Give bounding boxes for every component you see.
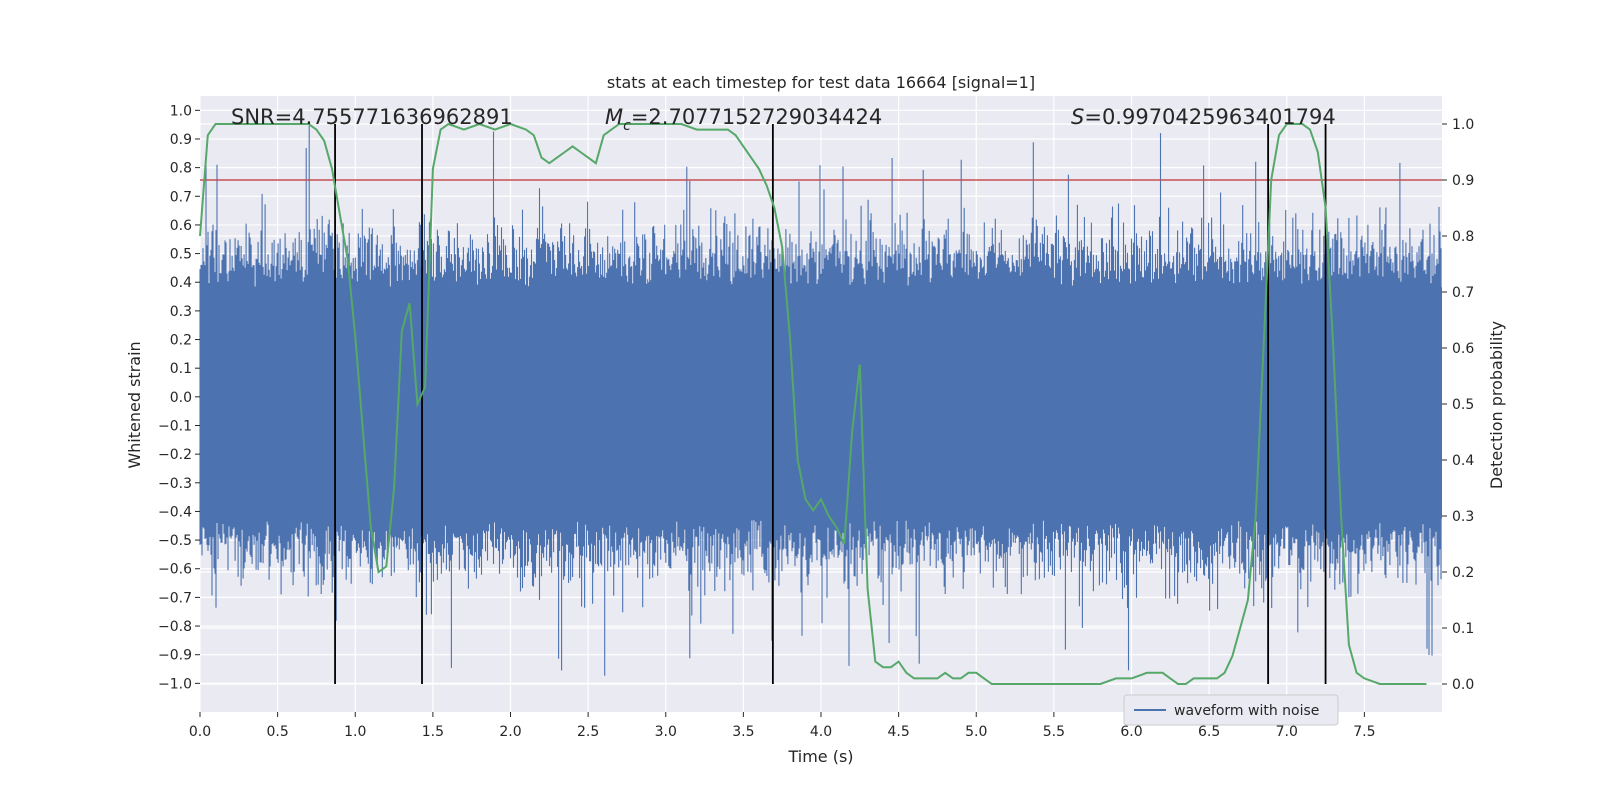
x-tick-label-6: 3.0: [655, 724, 677, 740]
right-tick-label-5: 0.5: [1452, 397, 1474, 413]
annotation-s: S=0.9970425963401794: [1071, 105, 1336, 129]
waveform-series: [199, 125, 1442, 676]
x-tick-label-15: 7.5: [1353, 724, 1375, 740]
right-tick-label-6: 0.4: [1452, 453, 1474, 469]
right-tick-label-1: 0.9: [1452, 173, 1474, 189]
left-tick-label-8: 0.2: [170, 333, 192, 349]
left-tick-label-13: −0.3: [158, 476, 192, 492]
left-tick-label-10: 0.0: [170, 390, 192, 406]
right-tick-label-4: 0.6: [1452, 341, 1474, 357]
right-axis-ticks: 1.0 0.9 0.8 0.7 0.6 0.5 0.4 0.3 0.2 0.1 0.0: [1442, 117, 1474, 693]
annotation-snr: SNR=4.755771636962891: [231, 105, 513, 129]
left-tick-label-3: 0.7: [170, 189, 192, 205]
left-tick-label-1: 0.9: [170, 132, 192, 148]
left-tick-label-17: −0.7: [158, 590, 192, 606]
left-tick-label-14: −0.4: [158, 504, 192, 520]
chart-title: stats at each timestep for test data 166…: [607, 73, 1035, 92]
right-tick-label-3: 0.7: [1452, 285, 1474, 301]
right-tick-label-7: 0.3: [1452, 509, 1474, 525]
x-axis-ticks: 0.0 0.5 1.0 1.5 2.0 2.5 3.0 3.5 4.0 4.5 5.0 5.5 6.0 6…: [189, 712, 1376, 740]
left-tick-label-15: −0.5: [158, 533, 192, 549]
x-tick-label-7: 3.5: [732, 724, 754, 740]
left-axis-ticks: 1.0 0.9 0.8 0.7 0.6 0.5 0.4 0.3 0.2 0.1 0.0 −0.1 −0.…: [158, 103, 200, 692]
legend: waveform with noise: [1123, 694, 1339, 726]
right-tick-label-0: 1.0: [1452, 117, 1474, 133]
left-tick-label-7: 0.3: [170, 304, 192, 320]
left-tick-label-12: −0.2: [158, 447, 192, 463]
x-tick-label-2: 1.0: [344, 724, 366, 740]
left-tick-label-9: 0.1: [170, 361, 192, 377]
left-tick-label-5: 0.5: [170, 247, 192, 263]
right-y-axis-label: Detection probability: [1487, 321, 1506, 489]
left-tick-label-0: 1.0: [170, 103, 192, 119]
x-tick-label-12: 6.0: [1120, 724, 1142, 740]
left-tick-label-11: −0.1: [158, 418, 192, 434]
x-tick-label-13: 6.5: [1198, 724, 1220, 740]
left-tick-label-18: −0.8: [158, 619, 192, 635]
x-axis-label: Time (s): [787, 747, 853, 766]
x-tick-label-5: 2.5: [577, 724, 599, 740]
waveform-trace: [199, 125, 1442, 676]
right-tick-label-2: 0.8: [1452, 229, 1474, 245]
x-tick-label-14: 7.0: [1276, 724, 1298, 740]
right-tick-label-10: 0.0: [1452, 677, 1474, 693]
x-tick-label-0: 0.0: [189, 724, 211, 740]
legend-box: [1123, 694, 1339, 726]
left-tick-label-6: 0.4: [170, 275, 192, 291]
left-tick-label-20: −1.0: [158, 676, 192, 692]
legend-label: waveform with noise: [1174, 703, 1319, 719]
left-tick-label-4: 0.6: [170, 218, 192, 234]
left-tick-label-2: 0.8: [170, 161, 192, 177]
x-tick-label-9: 4.5: [887, 724, 909, 740]
x-tick-label-3: 1.5: [422, 724, 444, 740]
probability-line: [199, 122, 1427, 685]
x-tick-label-1: 0.5: [266, 724, 288, 740]
x-tick-label-8: 4.0: [810, 724, 832, 740]
x-tick-label-11: 5.5: [1043, 724, 1065, 740]
left-tick-label-16: −0.6: [158, 562, 192, 578]
right-tick-label-9: 0.1: [1452, 621, 1474, 637]
vertical-markers: [334, 124, 1327, 684]
left-tick-label-19: −0.9: [158, 648, 192, 664]
y-axis-label: Whitened strain: [125, 341, 144, 468]
x-tick-label-4: 2.0: [499, 724, 521, 740]
annotation-mc: Mc=2.7077152729034424: [605, 105, 882, 134]
right-tick-label-8: 0.2: [1452, 565, 1474, 581]
x-tick-label-10: 5.0: [965, 724, 987, 740]
